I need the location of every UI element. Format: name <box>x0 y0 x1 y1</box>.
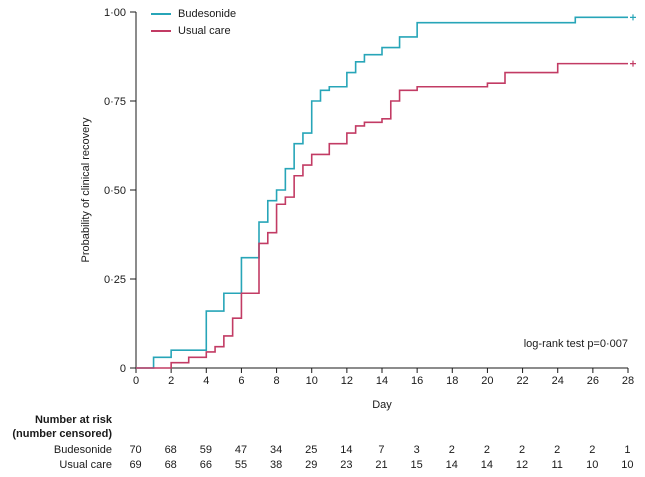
x-tick-label: 22 <box>516 375 528 387</box>
log-rank-annotation: log-rank test p=0·007 <box>523 338 628 350</box>
risk-value: 68 <box>164 444 177 456</box>
x-tick-label: 8 <box>274 375 280 387</box>
risk-value: 66 <box>199 459 212 471</box>
risk-value: 12 <box>515 459 529 471</box>
y-tick-label: 0·25 <box>104 274 126 286</box>
risk-value: 11 <box>551 459 563 471</box>
x-axis-title: Day <box>372 399 392 411</box>
censor-marks <box>630 14 636 67</box>
legend: Budesonide Usual care <box>151 5 236 39</box>
y-tick-label: 0·75 <box>104 96 126 108</box>
x-tick-label: 6 <box>238 375 244 387</box>
x-tick-label: 24 <box>552 375 564 387</box>
budesonide-line-swatch <box>151 12 171 15</box>
risk-value: 3 <box>413 444 420 456</box>
risk-value: 2 <box>518 444 526 456</box>
x-tick-label: 20 <box>481 375 493 387</box>
x-tick-label: 2 <box>168 375 174 387</box>
risk-row-label-usual-care: Usual care <box>59 459 112 471</box>
risk-value: 47 <box>234 444 248 456</box>
risk-value: 10 <box>586 459 599 471</box>
risk-value: 10 <box>621 459 634 471</box>
x-tick-label: 28 <box>622 375 634 387</box>
risk-value: 14 <box>340 444 353 456</box>
risk-table-header: Number at risk (number censored) <box>0 413 112 441</box>
risk-value: 21 <box>375 459 388 471</box>
x-tick-label: 16 <box>411 375 423 387</box>
y-tick-label: 1·00 <box>104 7 126 19</box>
risk-value: 68 <box>164 459 177 471</box>
risk-value: 25 <box>305 444 318 456</box>
x-tick-label: 10 <box>306 375 318 387</box>
risk-header-line1: Number at risk <box>34 414 112 426</box>
legend-item-budesonide: Budesonide <box>151 5 236 22</box>
risk-value: 29 <box>305 459 318 471</box>
risk-value: 2 <box>554 444 561 456</box>
survival-curves <box>136 16 628 369</box>
risk-value: 55 <box>234 459 248 471</box>
curve-usual-care <box>136 62 628 369</box>
risk-value: 38 <box>269 459 283 471</box>
risk-value: 14 <box>480 459 494 471</box>
curve-budesonide <box>136 16 628 369</box>
x-tick-label: 12 <box>341 375 353 387</box>
axis-ticks: 0 2 4 6 8 10 12 14 16 18 20 22 24 26 2800·250·500·751·… <box>104 7 634 387</box>
risk-value: 15 <box>410 459 423 471</box>
risk-value: 1 <box>624 444 631 456</box>
legend-label-budesonide: Budesonide <box>178 7 237 20</box>
risk-value: 23 <box>340 459 353 471</box>
legend-label-usual-care: Usual care <box>178 24 231 37</box>
y-tick-label: 0·50 <box>104 185 126 197</box>
x-tick-label: 0 <box>133 375 139 387</box>
legend-item-usual-care: Usual care <box>151 22 236 39</box>
x-tick-label: 14 <box>376 375 388 387</box>
risk-value: 59 <box>199 444 212 456</box>
x-tick-label: 4 <box>203 375 209 387</box>
risk-value: 70 <box>129 444 142 456</box>
usual-care-line-swatch <box>151 29 171 32</box>
censor-mark <box>630 14 636 21</box>
risk-row-budesonide: 70 68 59 47 34 25 14 7 3 2 2 2 2 2 1 <box>118 444 645 458</box>
risk-value: 14 <box>445 459 458 471</box>
y-axis-title: Probability of clinical recovery <box>80 117 92 263</box>
risk-value: 2 <box>448 444 455 456</box>
km-plot: 0 2 4 6 8 10 12 14 16 18 20 22 24 26 2800·250·500·751·… <box>104 7 636 387</box>
risk-value: 2 <box>589 444 596 456</box>
risk-value: 2 <box>483 444 490 456</box>
risk-row-label-budesonide: Budesonide <box>53 444 112 456</box>
x-tick-label: 18 <box>446 375 458 387</box>
risk-header-line2: (number censored) <box>12 428 112 440</box>
risk-value: 69 <box>129 459 142 471</box>
risk-value: 34 <box>269 444 283 456</box>
censor-mark <box>630 60 636 67</box>
risk-value: 7 <box>378 444 385 456</box>
risk-row-usual-care: 69 68 66 55 38 29 23 21 15 14 14 12 11 10 10 <box>118 459 645 473</box>
y-tick-label: 0 <box>120 363 126 375</box>
x-tick-label: 26 <box>587 375 599 387</box>
